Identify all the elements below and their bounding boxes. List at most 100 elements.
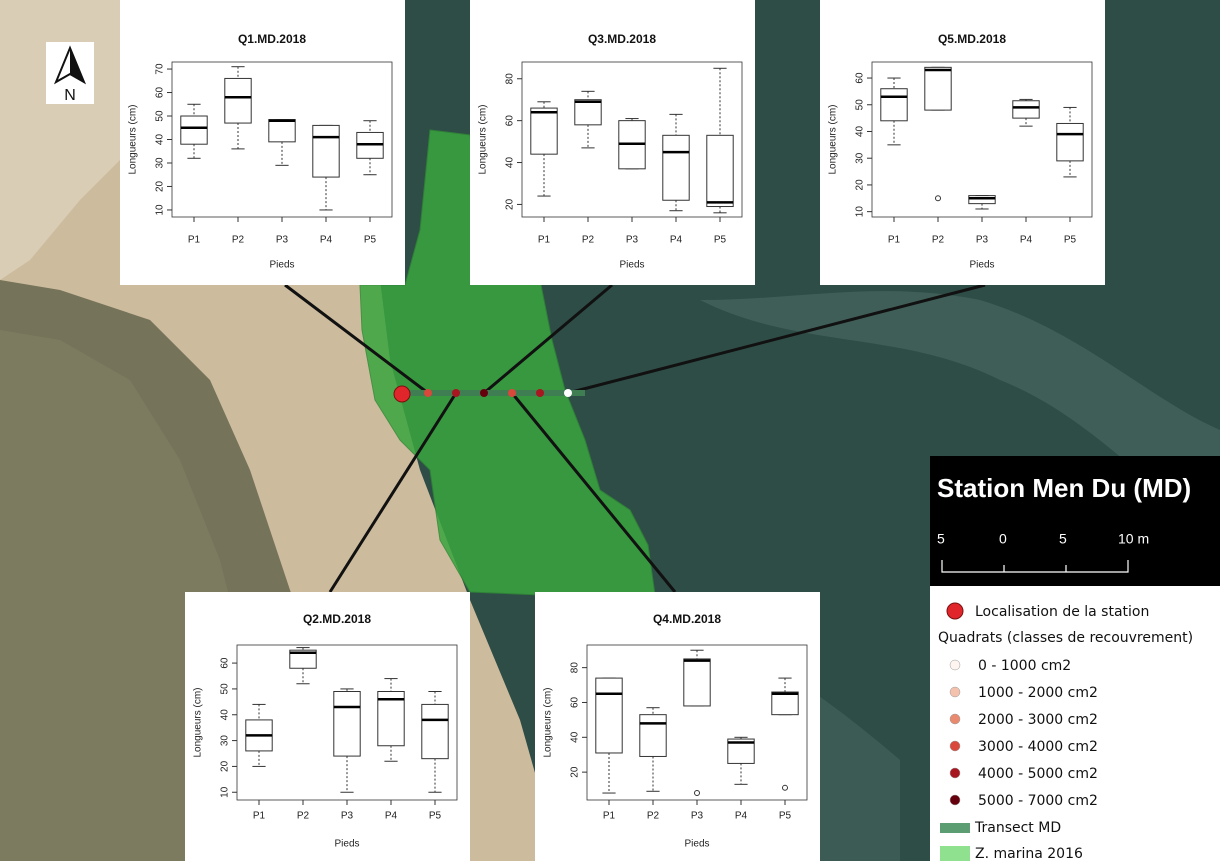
x-tick-label: P2 bbox=[647, 811, 660, 822]
y-tick-label: 40 bbox=[570, 731, 581, 743]
box bbox=[925, 67, 951, 110]
y-tick-label: 20 bbox=[155, 180, 166, 192]
legend-marker bbox=[940, 846, 970, 861]
legend-marker bbox=[950, 714, 960, 724]
y-tick-label: 50 bbox=[220, 683, 231, 695]
x-tick-label: P3 bbox=[691, 811, 704, 822]
scale-label: 5 bbox=[937, 531, 945, 547]
y-tick-label: 30 bbox=[155, 157, 166, 169]
legend-label: 2000 - 3000 cm2 bbox=[978, 712, 1098, 728]
x-tick-label: P2 bbox=[232, 235, 245, 246]
box bbox=[969, 196, 995, 204]
y-tick-label: 80 bbox=[570, 662, 581, 674]
x-tick-label: P5 bbox=[429, 811, 442, 822]
x-tick-label: P3 bbox=[976, 235, 989, 246]
chart-title: Q4.MD.2018 bbox=[653, 612, 721, 626]
boxplot-chart: Q2.MD.2018102030405060P1P2P3P4P5PiedsLon… bbox=[185, 592, 470, 861]
legend-marker bbox=[950, 795, 960, 805]
x-tick-label: P5 bbox=[1064, 235, 1077, 246]
x-axis-label: Pieds bbox=[619, 260, 644, 271]
station-point bbox=[394, 386, 410, 402]
x-tick-label: P3 bbox=[341, 811, 354, 822]
legend-label: 0 - 1000 cm2 bbox=[978, 658, 1071, 674]
boxplot-chart: Q3.MD.201820406080P1P2P3P4P5PiedsLongueu… bbox=[470, 0, 755, 285]
x-axis-label: Pieds bbox=[969, 260, 994, 271]
y-tick-label: 10 bbox=[855, 206, 866, 218]
box bbox=[1057, 123, 1083, 160]
box bbox=[575, 100, 601, 125]
y-tick-label: 40 bbox=[855, 125, 866, 137]
quadrat-point bbox=[480, 389, 488, 397]
x-tick-label: P2 bbox=[582, 235, 595, 246]
x-tick-label: P4 bbox=[670, 235, 683, 246]
box bbox=[772, 692, 798, 715]
x-tick-label: P2 bbox=[932, 235, 945, 246]
map: N Station Men Du (MD) 5 0 5 10 m Localis… bbox=[0, 0, 1220, 861]
y-tick-label: 40 bbox=[220, 709, 231, 721]
y-axis-label: Longueurs (cm) bbox=[543, 687, 554, 757]
box bbox=[181, 116, 207, 144]
x-tick-label: P4 bbox=[320, 235, 333, 246]
legend-label: Localisation de la station bbox=[975, 604, 1149, 620]
north-label: N bbox=[64, 87, 76, 104]
y-axis-label: Longueurs (cm) bbox=[193, 687, 204, 757]
legend-heading: Quadrats (classes de recouvrement) bbox=[938, 630, 1193, 646]
box bbox=[422, 704, 448, 758]
y-tick-label: 40 bbox=[155, 134, 166, 146]
legend-label: 4000 - 5000 cm2 bbox=[978, 766, 1098, 782]
x-tick-label: P4 bbox=[385, 811, 398, 822]
y-tick-label: 60 bbox=[505, 115, 516, 127]
y-tick-label: 10 bbox=[155, 204, 166, 216]
box bbox=[640, 715, 666, 757]
quadrat-point bbox=[424, 389, 432, 397]
legend-label: 1000 - 2000 cm2 bbox=[978, 685, 1098, 701]
box bbox=[707, 135, 733, 206]
y-tick-label: 70 bbox=[155, 63, 166, 75]
x-tick-label: P1 bbox=[253, 811, 266, 822]
x-tick-label: P5 bbox=[714, 235, 727, 246]
y-axis-label: Longueurs (cm) bbox=[128, 104, 139, 174]
legend-marker bbox=[950, 768, 960, 778]
chart-title: Q1.MD.2018 bbox=[238, 32, 306, 46]
box bbox=[225, 78, 251, 123]
scale-label: 0 bbox=[999, 531, 1007, 547]
y-tick-label: 50 bbox=[155, 110, 166, 122]
y-axis-label: Longueurs (cm) bbox=[828, 104, 839, 174]
legend-label: 5000 - 7000 cm2 bbox=[978, 793, 1098, 809]
quadrat-point bbox=[452, 389, 460, 397]
legend-marker bbox=[940, 823, 970, 833]
legend-marker bbox=[947, 603, 963, 619]
legend-label: Transect MD bbox=[974, 820, 1061, 836]
y-tick-label: 40 bbox=[505, 157, 516, 169]
quadrat-point bbox=[536, 389, 544, 397]
y-tick-label: 20 bbox=[220, 760, 231, 772]
box bbox=[269, 120, 295, 142]
x-tick-label: P2 bbox=[297, 811, 310, 822]
north-arrow: N bbox=[46, 42, 94, 104]
x-axis-label: Pieds bbox=[684, 839, 709, 850]
page: N Station Men Du (MD) 5 0 5 10 m Localis… bbox=[0, 0, 1220, 861]
chart-title: Q5.MD.2018 bbox=[938, 32, 1006, 46]
box bbox=[596, 678, 622, 753]
box bbox=[334, 692, 360, 757]
box bbox=[531, 108, 557, 154]
x-axis-label: Pieds bbox=[269, 260, 294, 271]
x-tick-label: P1 bbox=[603, 811, 616, 822]
y-tick-label: 30 bbox=[855, 152, 866, 164]
legend-label: 3000 - 4000 cm2 bbox=[978, 739, 1098, 755]
y-tick-label: 60 bbox=[855, 72, 866, 84]
legend-panel: Station Men Du (MD) 5 0 5 10 m Localisat… bbox=[930, 456, 1220, 861]
legend-marker bbox=[950, 741, 960, 751]
chart-title: Q3.MD.2018 bbox=[588, 32, 656, 46]
box bbox=[1013, 101, 1039, 118]
box bbox=[313, 125, 339, 177]
x-tick-label: P4 bbox=[1020, 235, 1033, 246]
quadrat-point bbox=[564, 389, 572, 397]
x-axis-label: Pieds bbox=[334, 839, 359, 850]
box bbox=[881, 89, 907, 121]
x-tick-label: P3 bbox=[626, 235, 639, 246]
y-tick-label: 60 bbox=[570, 696, 581, 708]
x-tick-label: P1 bbox=[188, 235, 201, 246]
